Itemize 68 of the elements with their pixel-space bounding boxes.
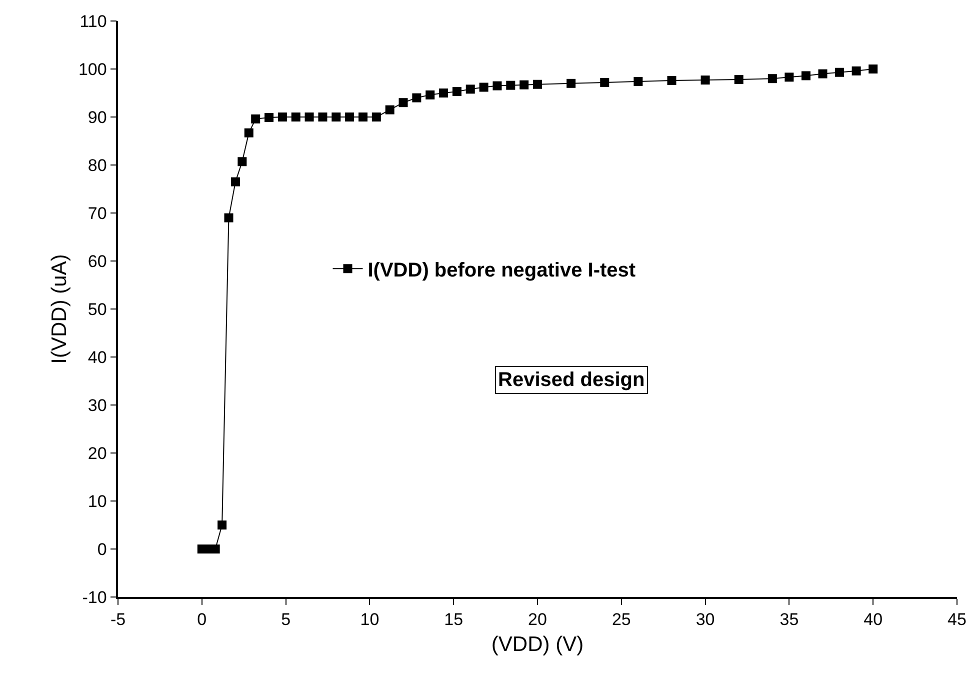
point — [230, 177, 240, 186]
point — [667, 76, 676, 86]
x-tick-label: 30 — [696, 610, 715, 630]
point — [600, 78, 610, 87]
point — [784, 72, 794, 82]
y-tick-label: 10 — [88, 492, 107, 511]
y-tick-label: 20 — [88, 444, 107, 463]
y-tick-label: 70 — [88, 204, 107, 223]
point — [506, 80, 516, 90]
point — [224, 213, 234, 222]
y-tick-label: 110 — [80, 12, 107, 31]
point — [452, 87, 462, 96]
point — [492, 81, 502, 90]
point — [385, 105, 394, 114]
point — [278, 112, 287, 122]
point — [251, 114, 260, 124]
point — [466, 84, 475, 94]
x-tick-label: 0 — [197, 610, 207, 630]
x-tick-label: 15 — [444, 610, 464, 630]
point — [835, 68, 844, 77]
x-tick-label: 25 — [612, 610, 631, 630]
y-tick-label: 0 — [97, 540, 107, 559]
x-tick-label: 10 — [360, 610, 380, 630]
y-tick-label: 40 — [88, 348, 107, 367]
point — [868, 64, 878, 74]
point — [566, 78, 576, 88]
y-tick-label: 50 — [88, 300, 107, 319]
point — [345, 112, 354, 122]
point — [238, 157, 247, 166]
point — [852, 66, 861, 76]
x-tick-label: 40 — [864, 610, 883, 630]
point — [218, 520, 227, 530]
y-tick-label: 90 — [88, 108, 107, 127]
point — [398, 98, 408, 108]
point — [244, 128, 254, 138]
x-tick-label: 35 — [780, 610, 799, 630]
point — [412, 93, 422, 102]
x-axis-title: (VDD) (V) — [491, 632, 584, 656]
point — [358, 112, 368, 122]
point — [734, 75, 744, 84]
point — [801, 71, 810, 80]
x-tick-label: 5 — [281, 610, 291, 630]
y-tick-label: 30 — [88, 396, 107, 415]
point — [264, 112, 274, 122]
point — [304, 112, 314, 122]
x-tick-label: 45 — [948, 610, 966, 630]
point — [700, 76, 710, 85]
x-tick-label: 20 — [528, 610, 547, 630]
y-axis-title: I(VDD) (uA) — [48, 254, 72, 364]
point — [520, 80, 529, 90]
y-tick-label: 60 — [88, 252, 107, 271]
y-tick-label: 100 — [78, 60, 107, 79]
point — [291, 112, 300, 122]
point — [372, 112, 381, 122]
y-tick-label: 80 — [88, 156, 107, 175]
point — [768, 74, 777, 84]
point — [426, 90, 435, 100]
point — [818, 69, 828, 78]
point — [332, 112, 341, 122]
point — [533, 80, 542, 89]
point — [479, 82, 488, 92]
y-tick-label: -10 — [82, 588, 107, 607]
legend-label: I(VDD) before negative I-test — [368, 259, 636, 282]
x-tick-label: -5 — [110, 610, 126, 630]
annotation: Revised design — [498, 369, 645, 391]
point — [439, 88, 448, 98]
point — [634, 76, 643, 86]
point — [318, 112, 328, 122]
